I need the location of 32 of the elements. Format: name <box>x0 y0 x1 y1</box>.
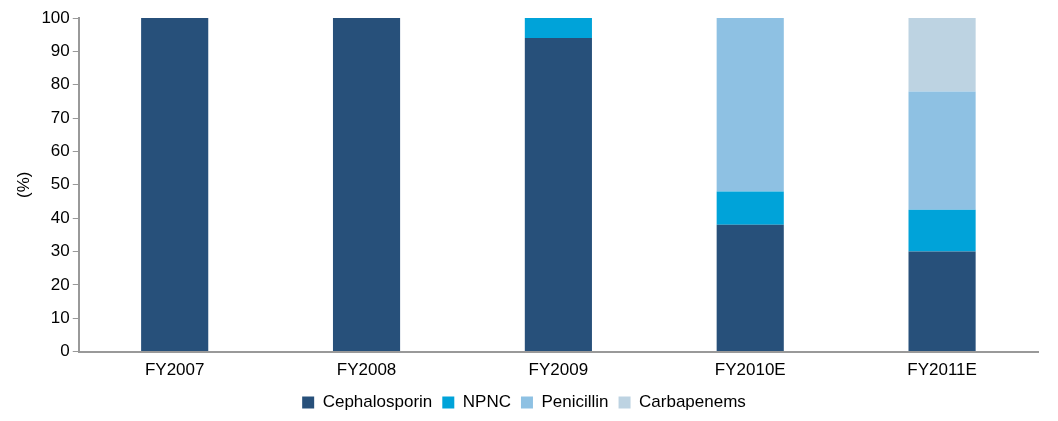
bar <box>524 18 592 39</box>
x-tick-label: FY2011E <box>907 360 977 380</box>
x-tick-label: FY2007 <box>144 360 205 380</box>
y-tick-label: 30 <box>50 241 70 261</box>
bar <box>524 38 592 352</box>
y-axis-title: (%) <box>13 171 33 199</box>
bar <box>908 91 976 210</box>
legend-label: Cephalosporin <box>322 392 433 412</box>
y-tick-label: 0 <box>60 341 70 361</box>
bar <box>908 209 976 252</box>
y-tick-label: 60 <box>50 141 70 161</box>
x-tick-label: FY2010E <box>714 360 786 380</box>
legend-label: Penicillin <box>541 392 609 412</box>
bar <box>908 251 976 352</box>
x-tick-label: FY2008 <box>336 360 397 380</box>
bar <box>716 18 784 192</box>
y-tick-label: 80 <box>50 74 70 94</box>
bar <box>141 18 209 352</box>
bar <box>716 191 784 225</box>
legend-label: Carbapenems <box>639 392 746 412</box>
legend-label: NPNC <box>462 392 511 412</box>
bar <box>908 18 976 92</box>
y-tick-label: 20 <box>50 274 70 294</box>
y-tick-label: 70 <box>50 107 70 127</box>
bar <box>716 224 784 352</box>
y-tick-label: 50 <box>50 174 70 194</box>
y-tick-label: 10 <box>50 307 70 327</box>
bar <box>332 18 401 352</box>
y-tick-label: 40 <box>50 207 70 227</box>
x-tick-label: FY2009 <box>528 360 589 380</box>
y-tick-label: 90 <box>50 41 70 61</box>
y-tick-label: 100 <box>41 7 70 27</box>
